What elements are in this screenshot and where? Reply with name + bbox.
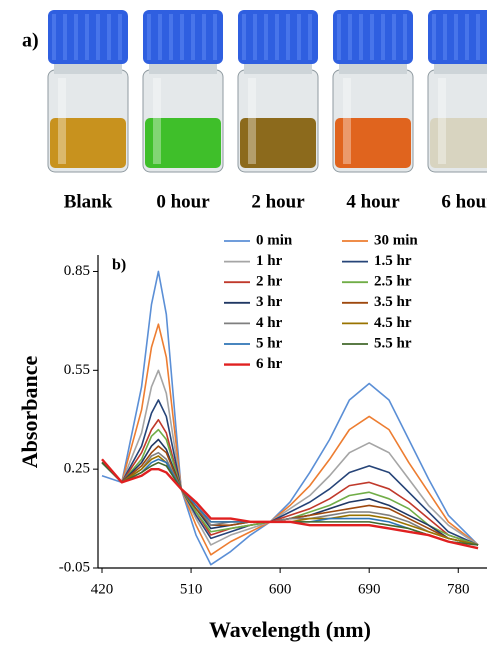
vial-highlight — [343, 78, 351, 164]
cap-ridge — [107, 14, 111, 60]
legend-label: 0 min — [256, 232, 293, 248]
cap-ridge — [202, 14, 206, 60]
series-line — [102, 459, 478, 548]
y-tick-label: -0.05 — [59, 559, 90, 575]
vial-label: Blank — [64, 191, 113, 212]
legend-label: 2.5 hr — [374, 274, 412, 290]
x-tick-label: 690 — [358, 581, 381, 597]
cap-ridge — [359, 14, 363, 60]
cap-ridge — [213, 14, 217, 60]
legend-label: 6 hr — [256, 356, 283, 372]
y-axis-label: Absorbance — [17, 356, 42, 469]
cap-ridge — [242, 14, 246, 60]
vial-label: 2 hour — [251, 191, 305, 212]
cap-ridge — [169, 14, 173, 60]
cap-ridge — [297, 14, 301, 60]
cap-ridge — [96, 14, 100, 60]
cap-ridge — [264, 14, 268, 60]
x-tick-label: 510 — [180, 581, 203, 597]
legend-label: 4 hr — [256, 315, 283, 331]
cap-ridge — [74, 14, 78, 60]
cap-ridge — [370, 14, 374, 60]
figure: a) b) Wavelength (nm) Absorbance Blank 0 … — [0, 0, 487, 645]
vial-label: 6 hour — [441, 191, 487, 212]
cap-ridge — [180, 14, 184, 60]
vial-label: 0 hour — [156, 191, 210, 212]
cap-ridge — [454, 14, 458, 60]
page: a) b) Wavelength (nm) Absorbance Blank 0 … — [0, 0, 487, 645]
legend-label: 5.5 hr — [374, 335, 412, 351]
y-tick-label: 0.55 — [64, 362, 90, 378]
y-tick-label: 0.25 — [64, 461, 90, 477]
cap-ridge — [275, 14, 279, 60]
cap-ridge — [63, 14, 67, 60]
cap-ridge — [118, 14, 122, 60]
panel-label: a) — [22, 30, 39, 52]
cap-ridge — [147, 14, 151, 60]
vial-label: 4 hour — [346, 191, 400, 212]
legend-label: 30 min — [374, 232, 418, 248]
x-tick-label: 420 — [91, 581, 114, 597]
vial-highlight — [58, 78, 66, 164]
vial-highlight — [248, 78, 256, 164]
cap-ridge — [465, 14, 469, 60]
x-tick-label: 600 — [269, 581, 292, 597]
cap-ridge — [158, 14, 162, 60]
vial-highlight — [153, 78, 161, 164]
cap-ridge — [191, 14, 195, 60]
x-tick-label: 780 — [447, 581, 470, 597]
cap-ridge — [52, 14, 56, 60]
series-line — [102, 463, 478, 545]
x-axis-label: Wavelength (nm) — [209, 617, 371, 642]
cap-ridge — [286, 14, 290, 60]
legend-label: 4.5 hr — [374, 315, 412, 331]
cap-ridge — [432, 14, 436, 60]
legend-label: 5 hr — [256, 335, 283, 351]
legend-label: 3.5 hr — [374, 294, 412, 310]
series-line — [102, 400, 478, 545]
vial-highlight — [438, 78, 446, 164]
cap-ridge — [308, 14, 312, 60]
legend-label: 2 hr — [256, 274, 283, 290]
cap-ridge — [443, 14, 447, 60]
legend-label: 1 hr — [256, 253, 283, 269]
cap-ridge — [348, 14, 352, 60]
legend-label: 1.5 hr — [374, 253, 412, 269]
panel-label: b) — [112, 257, 126, 274]
cap-ridge — [337, 14, 341, 60]
cap-ridge — [381, 14, 385, 60]
cap-ridge — [403, 14, 407, 60]
cap-ridge — [392, 14, 396, 60]
cap-ridge — [253, 14, 257, 60]
legend-label: 3 hr — [256, 294, 283, 310]
cap-ridge — [85, 14, 89, 60]
cap-ridge — [476, 14, 480, 60]
y-tick-label: 0.85 — [64, 263, 90, 279]
